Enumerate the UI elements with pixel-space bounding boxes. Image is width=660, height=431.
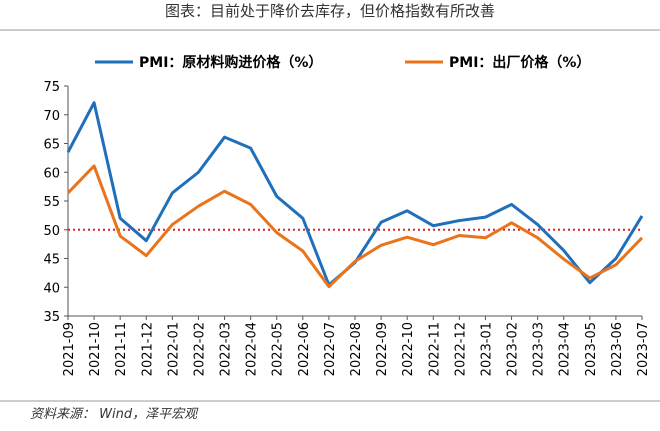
legend-label: PMI：原材料购进价格（%） xyxy=(139,54,322,71)
x-tick-label: 2023-06 xyxy=(610,322,625,376)
x-tick-label: 2023-03 xyxy=(532,322,547,376)
x-tick-label: 2023-02 xyxy=(506,322,521,376)
x-tick-label: 2022-05 xyxy=(271,322,286,376)
series-line xyxy=(66,101,644,287)
x-tick-label: 2022-02 xyxy=(192,322,207,376)
x-tick-label: 2023-01 xyxy=(479,322,494,376)
x-tick-label: 2022-10 xyxy=(401,322,416,376)
y-tick-label: 40 xyxy=(43,281,60,296)
x-tick-label: 2022-01 xyxy=(166,322,181,376)
source: 资料来源： Wind，泽平宏观 xyxy=(30,406,199,422)
y-tick-label: 45 xyxy=(43,253,60,268)
y-tick-label: 65 xyxy=(43,138,60,153)
x-tick-label: 2023-07 xyxy=(636,322,651,376)
x-tick-label: 2022-09 xyxy=(375,322,390,376)
x-tick-label: 2022-08 xyxy=(349,322,364,376)
y-tick-label: 35 xyxy=(43,310,60,325)
chart-title: 图表：目前处于降价去库存，但价格指数有所改善 xyxy=(165,2,495,20)
y-tick-label: 70 xyxy=(43,109,60,124)
x-tick-label: 2022-04 xyxy=(245,322,260,376)
x-tick-label: 2021-09 xyxy=(62,322,77,376)
x-tick-label: 2021-12 xyxy=(140,322,155,376)
y-tick-label: 75 xyxy=(43,80,60,95)
x-tick-label: 2022-11 xyxy=(427,322,442,376)
x-tick-label: 2022-12 xyxy=(453,322,468,376)
y-tick-label: 60 xyxy=(43,166,60,181)
x-tick-label: 2022-07 xyxy=(323,322,338,376)
x-tick-label: 2022-06 xyxy=(297,322,312,376)
series-line xyxy=(66,164,644,289)
y-tick-label: 55 xyxy=(43,195,60,210)
x-tick-label: 2023-05 xyxy=(584,322,599,376)
y-tick-label: 50 xyxy=(43,224,60,239)
x-tick-label: 2023-04 xyxy=(558,322,573,376)
x-tick-label: 2021-11 xyxy=(114,322,129,376)
x-tick-label: 2021-10 xyxy=(88,322,103,376)
legend-label: PMI：出厂价格（%） xyxy=(449,54,590,71)
x-tick-label: 2022-03 xyxy=(219,322,234,376)
